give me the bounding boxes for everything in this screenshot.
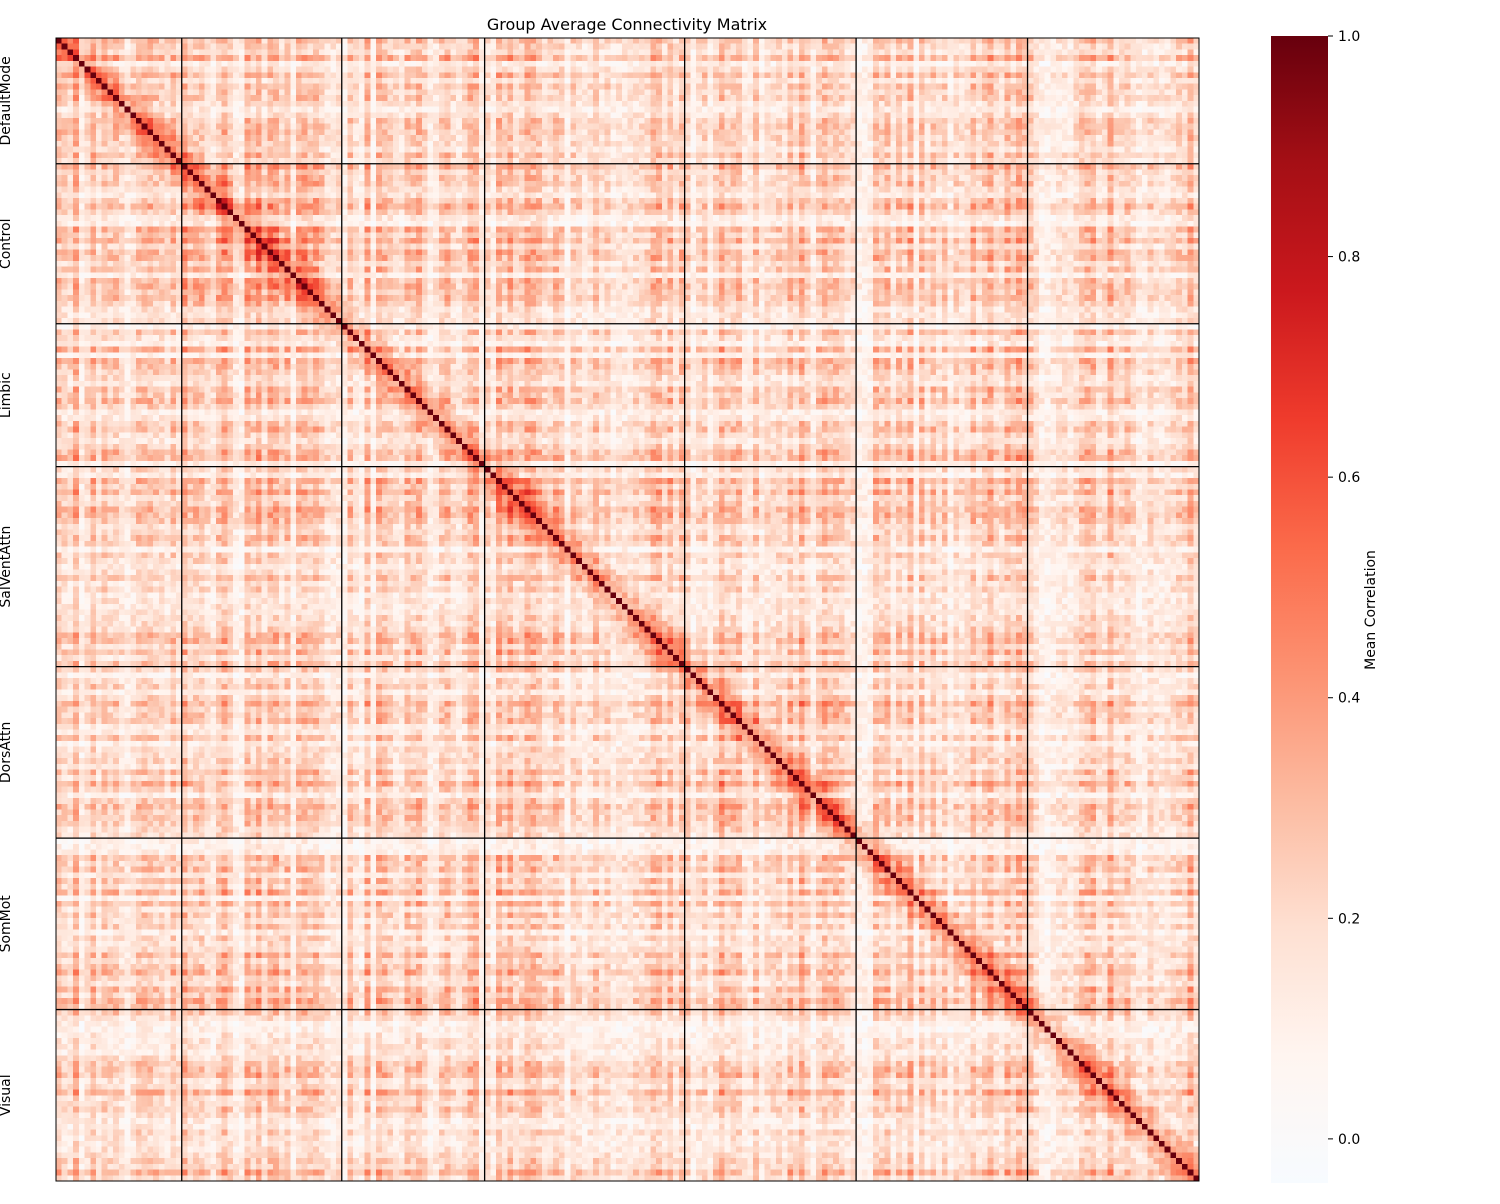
colorbar-tick-label: 0.6	[1338, 470, 1360, 486]
network-label-defaultmode: DefaultMode	[0, 56, 14, 145]
colorbar-label: Mean Correlation	[1363, 550, 1379, 670]
network-label-control: Control	[0, 218, 14, 269]
network-label-limbic: Limbic	[0, 372, 14, 418]
chart-title: Group Average Connectivity Matrix	[487, 15, 767, 34]
colorbar-tick-label: 0.8	[1338, 250, 1360, 266]
heatmap-border	[55, 37, 1200, 1182]
network-label-salventattn: SalVentAttn	[0, 526, 14, 608]
colorbar-ticks: 0.0 0.2 0.4 0.6 0.8 1.0	[1328, 29, 1360, 1148]
heatmap-image	[56, 38, 1199, 1181]
network-separators	[56, 38, 1199, 1181]
network-label-visual: Visual	[0, 1074, 14, 1116]
network-labels: DefaultMode Control Limbic SalVentAttn DorsA…	[0, 56, 14, 1116]
colorbar-tick-label: 0.2	[1338, 911, 1360, 927]
colorbar	[1271, 36, 1328, 1183]
network-label-dorsattn: DorsAttn	[0, 722, 14, 784]
colorbar-tick-label: 0.4	[1338, 691, 1360, 707]
colorbar-tick-label: 1.0	[1338, 29, 1360, 45]
colorbar-tick-label: 0.0	[1338, 1132, 1360, 1148]
network-label-sommot: SomMot	[0, 895, 14, 953]
